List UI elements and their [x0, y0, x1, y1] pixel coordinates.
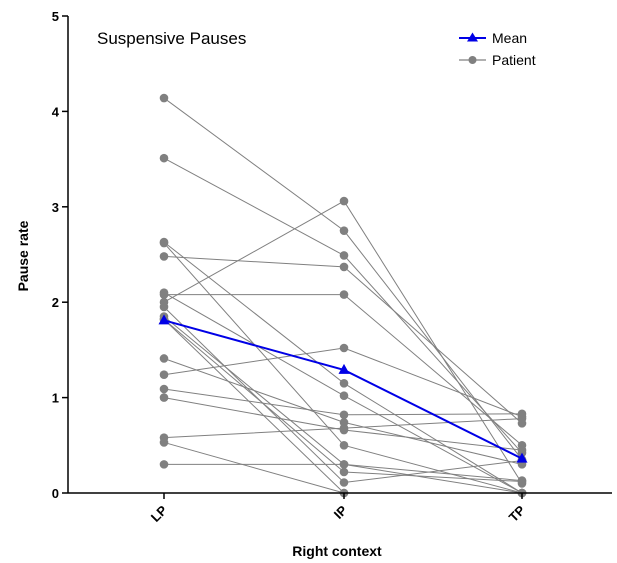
- patient-point: [339, 410, 349, 420]
- patient-point: [339, 378, 349, 388]
- patient-point: [339, 441, 349, 450]
- y-tick-label: 3: [52, 200, 59, 215]
- mean-line-layer: [158, 314, 528, 463]
- x-tick-label: LP: [148, 502, 171, 525]
- patient-point: [339, 478, 349, 487]
- patient-point: [159, 238, 169, 248]
- legend-mean-marker: [467, 32, 478, 42]
- patient-point: [339, 251, 349, 260]
- legend-mean-label: Mean: [492, 30, 527, 46]
- x-tick-label: IP: [331, 502, 351, 522]
- patient-point: [517, 477, 527, 486]
- patient-point: [517, 414, 527, 423]
- patient-point: [159, 252, 169, 261]
- mean-line: [163, 319, 523, 460]
- patient-point: [339, 290, 349, 299]
- chart-title: Suspensive Pauses: [97, 29, 246, 48]
- y-ticks-layer: 0 1 2 3 4 5: [52, 9, 68, 501]
- legend-patient-label: Patient: [492, 52, 536, 68]
- patient-point: [159, 153, 169, 163]
- patient-point: [159, 438, 169, 447]
- patient-point: [339, 343, 349, 353]
- y-tick-label: 2: [52, 295, 59, 310]
- x-axis-title: Right context: [292, 543, 382, 559]
- patient-point: [159, 384, 169, 394]
- y-axis-title: Pause rate: [15, 220, 31, 291]
- patient-point: [339, 467, 349, 477]
- patient-point: [159, 393, 169, 402]
- patient-line: [163, 200, 523, 484]
- legend: Mean Patient: [459, 30, 536, 68]
- patient-point: [159, 302, 169, 312]
- x-ticks-layer: LP IP TP: [148, 493, 529, 525]
- y-tick-label: 5: [52, 9, 59, 24]
- patient-point: [159, 370, 169, 380]
- patient-point: [339, 262, 349, 272]
- patient-point: [339, 423, 349, 433]
- patient-point: [159, 288, 169, 297]
- patient-point: [339, 226, 349, 235]
- y-tick-label: 0: [52, 486, 59, 501]
- y-tick-label: 4: [52, 104, 60, 119]
- mean-point: [158, 314, 170, 325]
- mean-point: [338, 363, 350, 374]
- patient-point: [159, 460, 169, 469]
- patient-point: [339, 460, 349, 469]
- patient-point: [159, 354, 169, 363]
- y-tick-label: 1: [52, 391, 59, 406]
- patient-point: [517, 445, 527, 455]
- patient-point: [339, 391, 349, 400]
- patient-line: [163, 97, 523, 460]
- patient-point: [159, 93, 169, 103]
- legend-patient-marker: [468, 56, 477, 64]
- x-tick-label: TP: [506, 502, 529, 525]
- patient-point: [339, 196, 349, 206]
- mean-point: [516, 452, 528, 463]
- patient-lines-layer: [159, 93, 527, 498]
